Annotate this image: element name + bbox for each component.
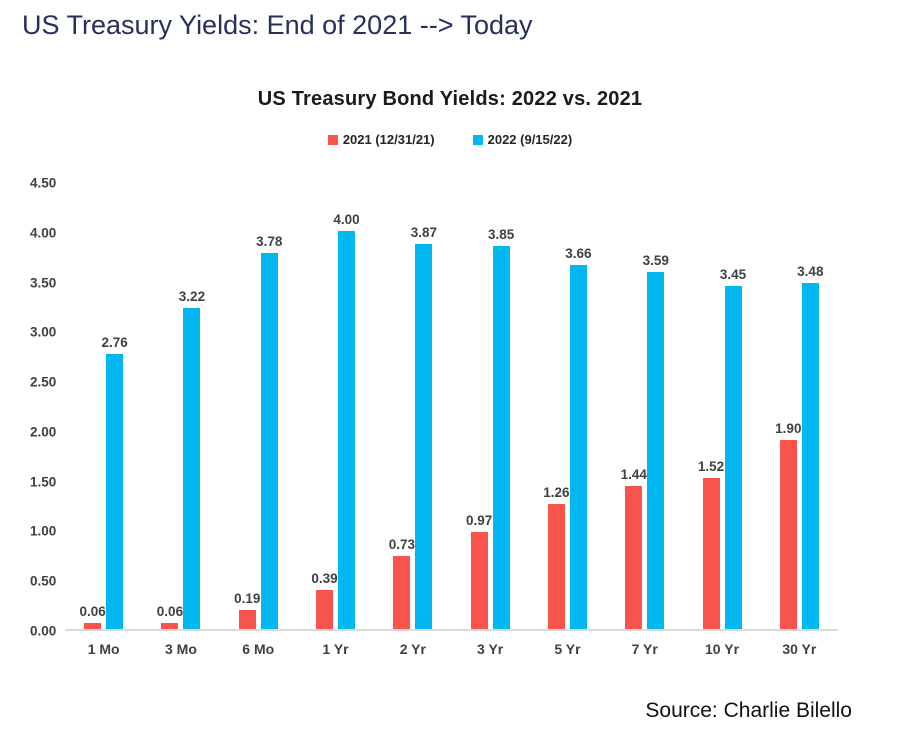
y-tick-label: 3.00 (30, 324, 57, 340)
y-tick-label: 0.00 (30, 623, 57, 639)
bar-value-label: 3.85 (487, 226, 515, 242)
bar-2022: 3.85 (488, 227, 514, 629)
bar-2022: 3.78 (256, 234, 282, 629)
bar-value-label: 0.73 (388, 537, 415, 553)
plot-area: 0.06 2.76 1 Mo 0.06 3.22 3 Mo 0.19 3.78 6 Mo 0.39… (65, 183, 838, 657)
plot-wrap: 0.00 0.50 1.00 1.50 2.00 2.50 3.00 3.50 4.00 4.50… (22, 176, 878, 683)
bar-2022: 4.00 (333, 212, 360, 629)
bar-group: 0.73 3.87 2 Yr (389, 183, 437, 657)
y-axis: 0.00 0.50 1.00 1.50 2.00 2.50 3.00 3.50 4.00 4.50 (22, 176, 65, 639)
bar-2021: 0.73 (389, 537, 415, 629)
legend-label: 2021 (12/31/21) (342, 132, 435, 147)
bar-value-label: 0.06 (79, 604, 106, 620)
y-tick-label: 1.00 (30, 523, 57, 539)
bar-group: 1.44 3.59 7 Yr (621, 183, 669, 657)
treasury-yields-bar-chart: US Treasury Bond Yields: 2022 vs. 2021 2… (22, 88, 878, 688)
y-tick-label: 1.50 (30, 474, 57, 490)
bar-value-label: 0.19 (234, 591, 261, 607)
bar-2021: 0.19 (234, 591, 260, 629)
y-tick-label: 4.00 (30, 225, 57, 241)
legend-item-2021: 2021 (12/31/21) (327, 132, 435, 147)
bar-2022: 2.76 (102, 335, 128, 629)
x-axis-label: 30 Yr (782, 641, 817, 657)
bar-value-label: 1.52 (697, 458, 725, 474)
source-credit: Source: Charlie Bilello (645, 699, 852, 722)
y-tick-label: 0.50 (30, 573, 57, 589)
legend-swatch-icon (327, 134, 338, 145)
bar-2022: 3.45 (720, 267, 746, 629)
bar-value-label: 3.87 (410, 224, 437, 240)
bar-value-label: 3.78 (256, 233, 283, 249)
chart-legend: 2021 (12/31/21) 2022 (9/15/22) (22, 132, 878, 147)
bar-group: 1.90 3.48 30 Yr (775, 183, 823, 657)
bar-value-label: 1.44 (620, 466, 647, 482)
bar-value-label: 0.39 (311, 571, 338, 587)
bar-value-label: 3.48 (797, 263, 824, 279)
bar-2022: 3.87 (411, 225, 437, 629)
bar-value-label: 4.00 (333, 211, 360, 227)
x-axis-label: 3 Yr (477, 641, 504, 657)
x-axis-label: 1 Yr (322, 641, 349, 657)
bar-2021: 1.52 (698, 459, 724, 629)
page-title: US Treasury Yields: End of 2021 --> Toda… (22, 10, 533, 40)
bar-2021: 1.26 (543, 485, 570, 629)
bar-2021: 0.39 (311, 571, 338, 629)
bar-value-label: 3.59 (642, 252, 669, 268)
bar-2021: 0.06 (80, 604, 106, 629)
bar-value-label: 1.90 (775, 420, 802, 436)
legend-item-2022: 2022 (9/15/22) (472, 132, 573, 147)
x-axis-label: 2 Yr (399, 641, 426, 657)
x-axis-label: 6 Mo (242, 641, 275, 657)
x-axis-label: 1 Mo (87, 641, 120, 657)
bar-group: 1.26 3.66 5 Yr (543, 183, 592, 657)
bar-2021: 0.06 (157, 604, 183, 629)
y-tick-label: 2.00 (30, 424, 57, 440)
bar-2021: 1.44 (621, 467, 647, 629)
x-axis-label: 5 Yr (554, 641, 581, 657)
bar-group: 0.06 2.76 1 Mo (80, 183, 128, 657)
bar-value-label: 3.22 (178, 289, 206, 305)
y-tick-label: 4.50 (30, 175, 57, 191)
bar-group: 0.19 3.78 6 Mo (234, 183, 282, 657)
bar-2022: 3.22 (179, 289, 205, 629)
y-tick-label: 2.50 (30, 374, 57, 390)
bar-2022: 3.59 (643, 253, 669, 629)
y-tick-label: 3.50 (30, 275, 57, 291)
chart-title: US Treasury Bond Yields: 2022 vs. 2021 (257, 88, 643, 110)
bar-value-label: 0.06 (156, 604, 184, 620)
bar-group: 0.06 3.22 3 Mo (157, 183, 205, 657)
bar-2022: 3.66 (565, 246, 592, 629)
bar-2021: 1.90 (775, 421, 801, 629)
bar-group: 0.97 3.85 3 Yr (466, 183, 514, 657)
legend-swatch-icon (472, 134, 483, 145)
bar-2021: 0.97 (466, 513, 492, 629)
bar-group: 1.52 3.45 10 Yr (698, 183, 746, 657)
bar-2022: 3.48 (797, 264, 823, 629)
bar-group: 0.39 4.00 1 Yr (311, 183, 360, 657)
x-axis-label: 3 Mo (164, 641, 197, 657)
bar-value-label: 3.66 (565, 245, 592, 261)
bar-value-label: 3.45 (719, 266, 747, 282)
bar-value-label: 0.97 (465, 513, 493, 529)
legend-label: 2022 (9/15/22) (487, 132, 573, 147)
x-axis-label: 7 Yr (631, 641, 658, 657)
bar-value-label: 1.26 (543, 484, 570, 500)
bar-value-label: 2.76 (101, 335, 128, 351)
x-axis-label: 10 Yr (705, 641, 740, 657)
